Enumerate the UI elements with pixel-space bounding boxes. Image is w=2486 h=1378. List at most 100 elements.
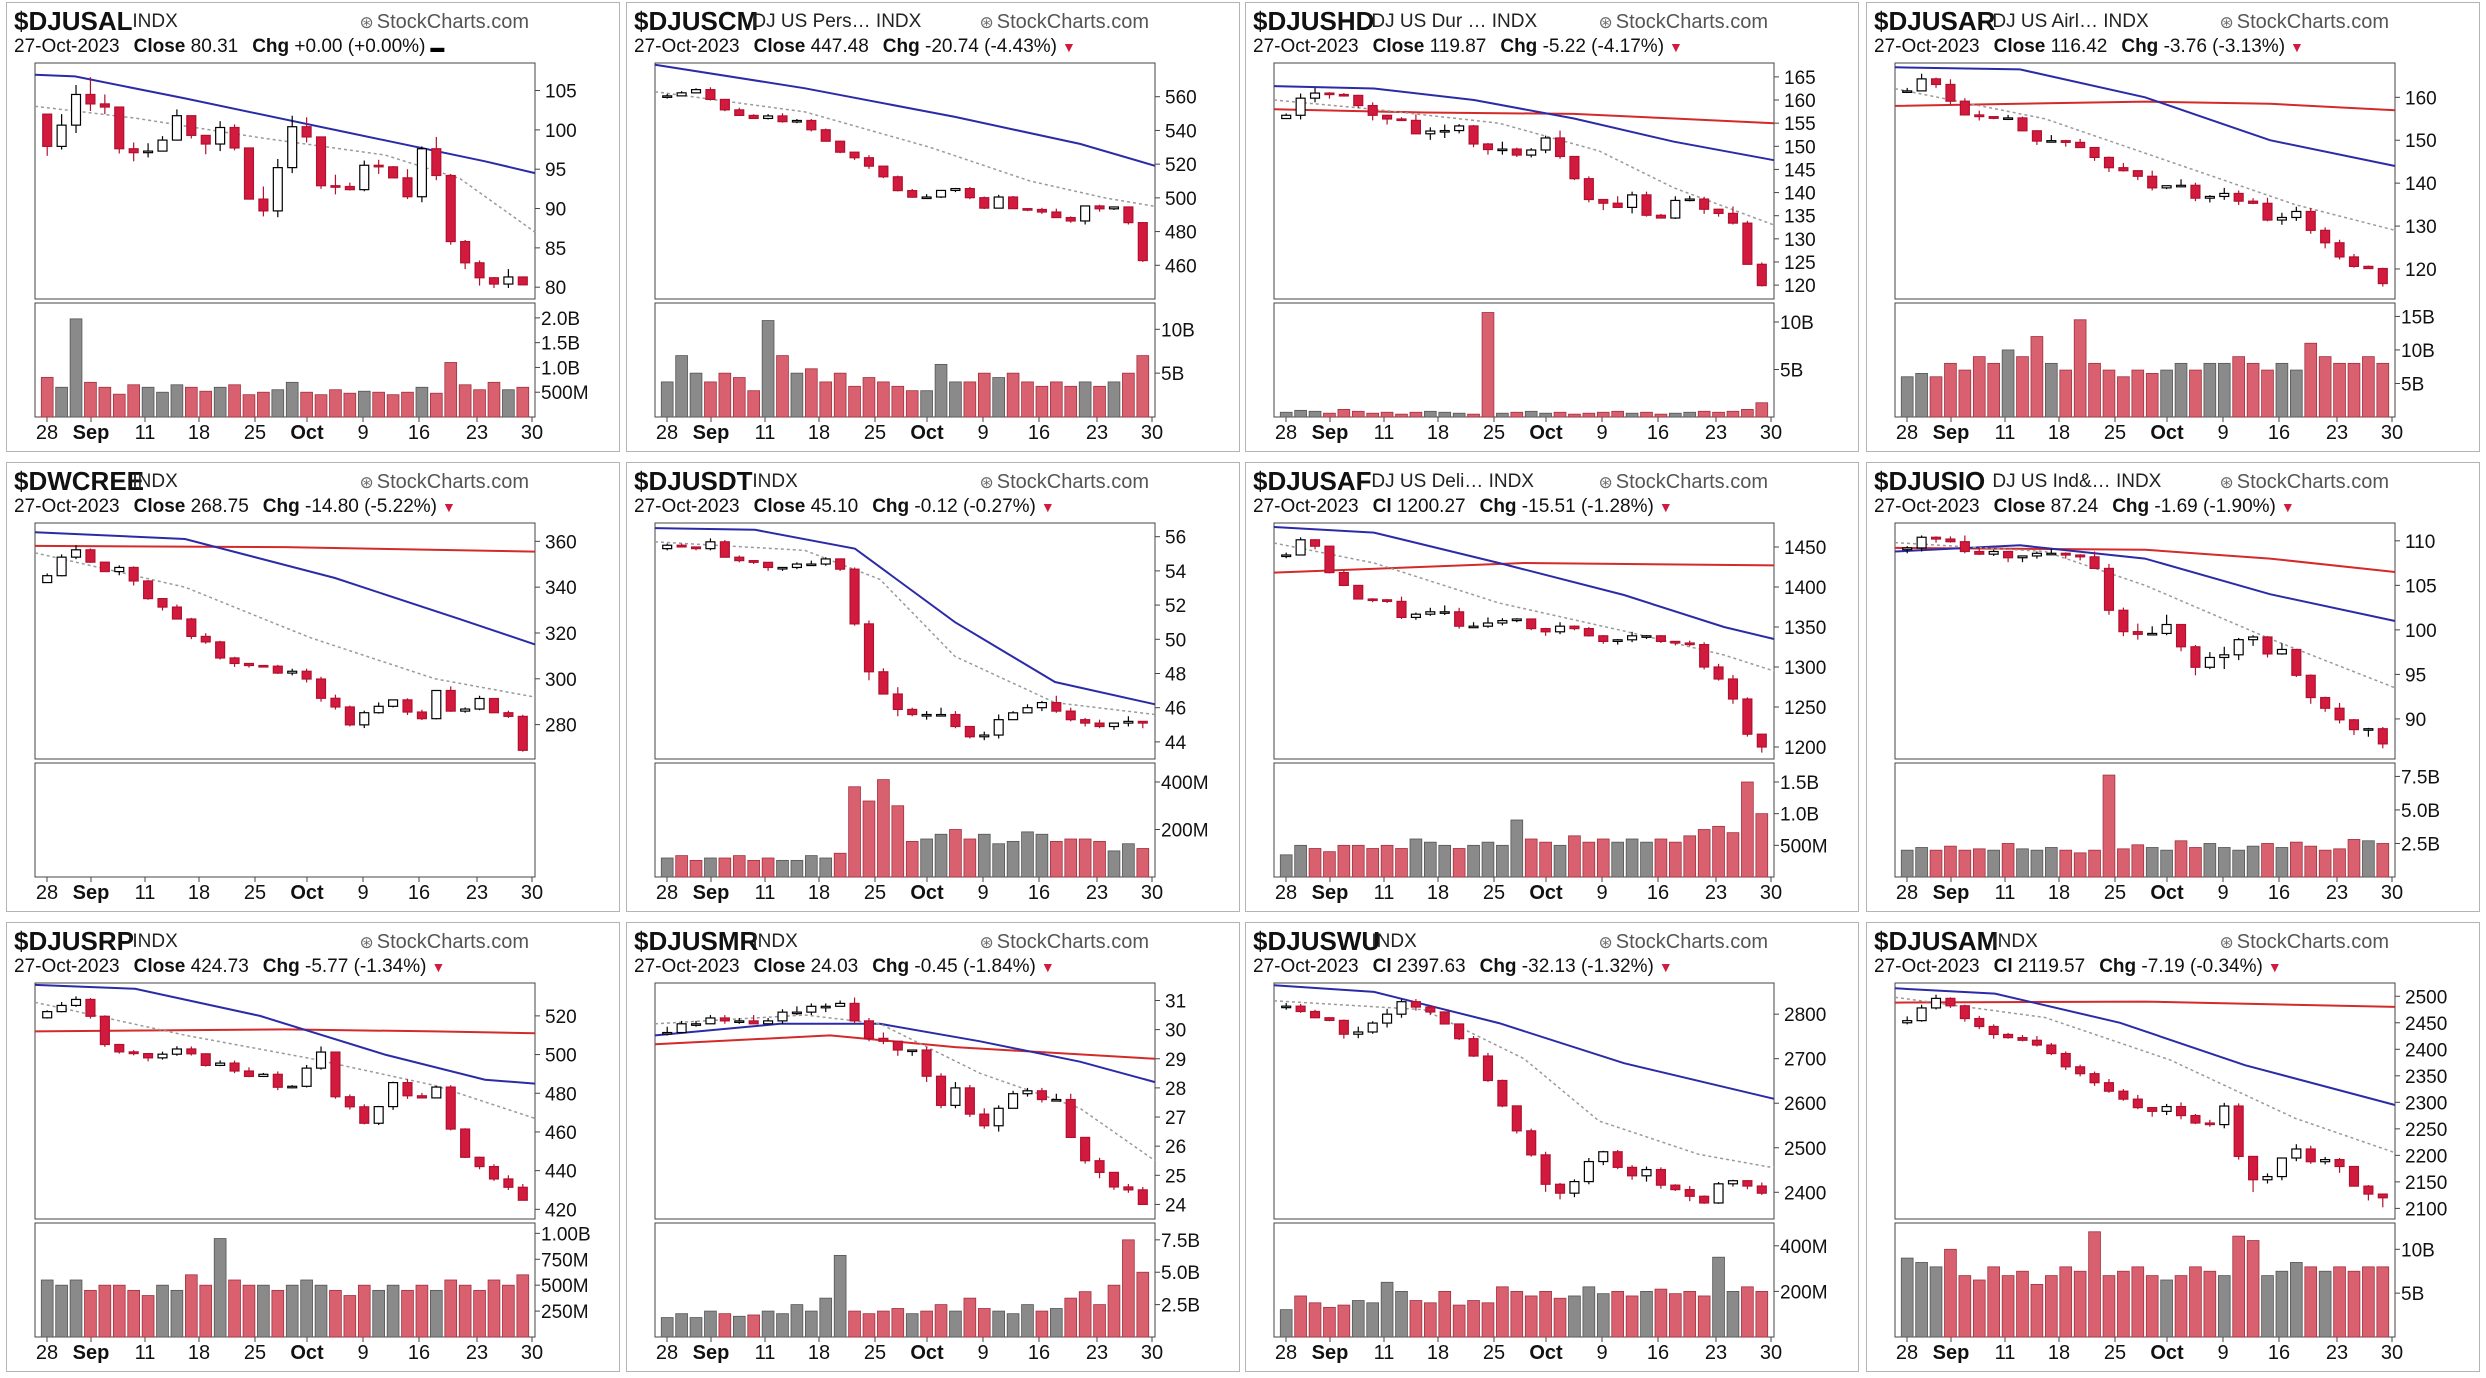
chart-panel[interactable]: $DJUSDT INDX ⊛ StockCharts.com 27-Oct-2023 C… <box>626 462 1240 912</box>
candle-body <box>330 185 341 188</box>
volume-bar <box>2333 362 2346 418</box>
price-tick-label: 2100 <box>2405 1199 2447 1220</box>
candle-body <box>935 713 947 717</box>
volume-bar <box>415 386 429 418</box>
volume-bar <box>934 833 948 878</box>
volume-bar <box>2203 1270 2217 1338</box>
volume-bar <box>2117 1270 2130 1338</box>
chg-label: Chg <box>2099 956 2137 977</box>
ema-line <box>654 1014 1156 1162</box>
volume-bar <box>1755 1290 1769 1338</box>
candle-body <box>993 1107 1004 1127</box>
candle-body <box>503 1178 514 1188</box>
volume-bar <box>127 1289 140 1338</box>
chart-panel[interactable]: $DJUSAL INDX ⊛ StockCharts.com 27-Oct-2023 C… <box>6 2 620 452</box>
close-value: 447.48 <box>805 36 869 57</box>
exchange-label: INDX <box>132 471 178 492</box>
volume-bar <box>2232 1235 2245 1338</box>
stockcharts-logo-icon: ⊛ <box>2219 473 2234 492</box>
candle-body <box>777 115 788 123</box>
candle-body <box>1974 550 1985 555</box>
volume-bar <box>2117 848 2130 878</box>
candle-body <box>243 662 255 667</box>
x-tick-label: 16 <box>1028 422 1050 444</box>
candle-body <box>445 174 456 243</box>
candle-body <box>791 119 802 123</box>
chart-panel[interactable]: $DJUSRP INDX ⊛ StockCharts.com 27-Oct-2023 C… <box>6 922 620 1372</box>
candle-body <box>1022 707 1033 714</box>
candle-body <box>2305 674 2316 699</box>
x-tick-label: 18 <box>2048 1342 2070 1364</box>
x-tick-label: 28 <box>36 882 58 904</box>
candle-body <box>964 1087 975 1115</box>
candle-body <box>719 1017 730 1022</box>
candle-body <box>301 670 312 680</box>
price-tick-label: 520 <box>545 1007 577 1028</box>
candle-body <box>1612 202 1623 208</box>
volume-pane-frame <box>1894 1222 2396 1338</box>
candle-body <box>1713 1183 1724 1204</box>
candle-body <box>1945 538 1956 543</box>
volume-pane-frame <box>654 302 1156 418</box>
x-tick-label: 18 <box>2048 422 2070 444</box>
candle-body <box>2132 170 2143 177</box>
close-label: Cl <box>1372 956 1392 977</box>
volume-bar <box>1755 813 1769 878</box>
chart-panel[interactable]: $DJUSWU INDX ⊛ StockCharts.com 27-Oct-2023 C… <box>1245 922 1859 1372</box>
volume-bar <box>2088 1231 2101 1338</box>
close-label: Close <box>133 956 186 977</box>
volume-bar <box>718 372 732 418</box>
volume-bar <box>300 391 313 418</box>
candle-body <box>143 580 154 600</box>
candle-body <box>114 566 125 573</box>
chart-panel[interactable]: $DWCREE INDX ⊛ StockCharts.com 27-Oct-2023 C… <box>6 462 620 912</box>
price-tick-label: 24 <box>1165 1195 1187 1216</box>
volume-bar <box>1611 1290 1624 1338</box>
candle-body <box>258 664 269 668</box>
x-tick-label: 30 <box>2381 422 2403 444</box>
volume-bar <box>2045 1275 2058 1338</box>
candle-body <box>1641 194 1652 216</box>
down-arrow-icon: ▼ <box>1040 959 1055 975</box>
chart-panel[interactable]: $DJUSHD DJ US Dur … INDX ⊛ StockCharts.com 2… <box>1245 2 1859 452</box>
candle-body <box>56 556 67 577</box>
chart-panel[interactable]: $DJUSIO DJ US Ind&… INDX ⊛ StockCharts.com 2… <box>1866 462 2480 912</box>
volume-bar <box>776 355 789 418</box>
volume-bar <box>660 1317 674 1338</box>
chart-panel[interactable]: $DJUSAR DJ US Airl… INDX ⊛ StockCharts.com 2… <box>1866 2 2480 452</box>
chart-panel[interactable]: $DJUSCM DJ US Pers… INDX ⊛ StockCharts.com 2… <box>626 2 1240 452</box>
candle-body <box>517 715 528 751</box>
chart-panel[interactable]: $DJUSAF DJ US Deli… INDX ⊛ StockCharts.com 2… <box>1245 462 1859 912</box>
exchange-label: INDX <box>132 931 178 952</box>
chart-svg: 1450 1400 1350 1300 1250 1200 1.5B 1.0B 500M 28 Se… <box>1273 522 1828 904</box>
price-pane-frame <box>1273 62 1775 300</box>
volume-bar <box>1078 838 1092 878</box>
volume-bar <box>1654 838 1668 878</box>
volume-bar <box>1929 376 1943 418</box>
candle-body <box>863 1020 875 1039</box>
candle-body <box>359 1106 370 1124</box>
volume-bar <box>487 381 501 418</box>
chart-panel[interactable]: $DJUSAM INDX ⊛ StockCharts.com 27-Oct-2023 C… <box>1866 922 2480 1372</box>
candle-body <box>2305 210 2316 231</box>
volume-bar <box>2376 362 2390 418</box>
security-name: DJ US Pers… <box>752 11 876 32</box>
volume-bar <box>156 1284 169 1338</box>
x-tick-label: 28 <box>1896 1342 1918 1364</box>
volume-bar <box>1697 829 1711 878</box>
volume-bar <box>689 859 703 878</box>
exchange-label: INDX <box>752 471 798 492</box>
candle-body <box>373 1106 384 1124</box>
candle-body <box>2161 1105 2172 1112</box>
candle-body <box>1598 1151 1609 1163</box>
volume-bar <box>704 1310 717 1338</box>
price-tick-label: 100 <box>545 121 577 142</box>
price-tick-label: 2400 <box>1784 1183 1826 1204</box>
down-arrow-icon: ▼ <box>442 499 456 515</box>
candle-body <box>1123 206 1134 224</box>
chart-panel[interactable]: $DJUSMR INDX ⊛ StockCharts.com 27-Oct-2023 C… <box>626 922 1240 1372</box>
volume-bar <box>2059 369 2073 418</box>
volume-bar <box>862 800 876 878</box>
volume-bar <box>1712 411 1725 418</box>
volume-bar <box>2117 376 2130 418</box>
